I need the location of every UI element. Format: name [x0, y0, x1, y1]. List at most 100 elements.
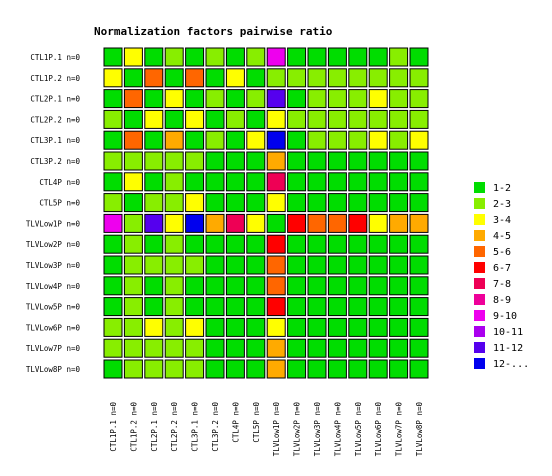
column-label: TLVLow5P n=0 — [354, 402, 363, 457]
heatmap-cell — [327, 130, 347, 150]
heatmap-cell — [123, 338, 143, 358]
heatmap-cell — [348, 276, 368, 296]
heatmap-cell — [327, 193, 347, 213]
heatmap-cell — [164, 255, 184, 275]
heatmap-cell — [348, 338, 368, 358]
row-label: CTL3P.2 n=0 — [30, 157, 80, 166]
heatmap-cell — [307, 276, 327, 296]
heatmap-cell — [103, 151, 123, 171]
heatmap-cell — [185, 317, 205, 337]
heatmap-cell — [123, 255, 143, 275]
heatmap-cell — [348, 317, 368, 337]
legend-label: 7-8 — [493, 279, 511, 290]
heatmap-cell — [266, 297, 286, 317]
heatmap-cell — [225, 130, 245, 150]
heatmap-cell — [164, 297, 184, 317]
heatmap-cell — [144, 109, 164, 129]
heatmap-cell — [287, 338, 307, 358]
legend-label: 2-3 — [493, 199, 511, 210]
row-label: TLVLow2P n=0 — [26, 240, 81, 249]
heatmap-cell — [287, 130, 307, 150]
legend-swatch — [474, 214, 485, 225]
legend-swatch — [474, 358, 485, 369]
heatmap-cell — [389, 276, 409, 296]
heatmap-cell — [246, 317, 266, 337]
legend-label: 5-6 — [493, 247, 511, 258]
heatmap-cell — [123, 68, 143, 88]
heatmap-cell — [409, 213, 429, 233]
heatmap-cell — [266, 213, 286, 233]
heatmap-cell — [389, 89, 409, 109]
heatmap-cell — [287, 276, 307, 296]
heatmap-cell — [368, 193, 388, 213]
column-label: TLVLow6P n=0 — [374, 402, 383, 457]
heatmap-cell — [164, 130, 184, 150]
heatmap-cell — [205, 47, 225, 67]
heatmap-cell — [307, 297, 327, 317]
heatmap-cell — [205, 338, 225, 358]
heatmap-cell — [287, 89, 307, 109]
heatmap-cell — [185, 359, 205, 379]
heatmap-cell — [307, 109, 327, 129]
heatmap-cell — [327, 89, 347, 109]
legend-label: 4-5 — [493, 231, 511, 242]
heatmap-cell — [409, 276, 429, 296]
heatmap-cell — [409, 172, 429, 192]
heatmap-cell — [225, 172, 245, 192]
heatmap-cell — [123, 234, 143, 254]
heatmap-cell — [266, 109, 286, 129]
heatmap-cell — [327, 234, 347, 254]
heatmap-cell — [164, 151, 184, 171]
heatmap-cell — [348, 151, 368, 171]
heatmap-cell — [389, 68, 409, 88]
heatmap-cell — [389, 151, 409, 171]
heatmap-cell — [409, 47, 429, 67]
heatmap-cell — [348, 47, 368, 67]
heatmap-cell — [368, 297, 388, 317]
row-label: CTL3P.1 n=0 — [30, 136, 80, 145]
heatmap-cell — [389, 109, 409, 129]
column-labels: CTL1P.1 n=0 CTL1P.2 n=0 CTL2P.1 n=0 CTL2P.2… — [109, 402, 424, 457]
heatmap-cell — [348, 255, 368, 275]
heatmap-cell — [409, 193, 429, 213]
heatmap-cell — [144, 359, 164, 379]
column-label: CTL3P.1 n=0 — [191, 402, 200, 452]
heatmap-cell — [225, 193, 245, 213]
column-label: TLVLow2P n=0 — [293, 402, 302, 457]
legend-swatch — [474, 198, 485, 209]
heatmap-cell — [185, 338, 205, 358]
heatmap-cell — [103, 317, 123, 337]
heatmap-cell — [225, 109, 245, 129]
heatmap-cell — [266, 89, 286, 109]
heatmap-cell — [185, 276, 205, 296]
heatmap-cell — [103, 193, 123, 213]
heatmap-cell — [103, 338, 123, 358]
heatmap-cell — [164, 234, 184, 254]
heatmap-cell — [205, 359, 225, 379]
column-label: CTL4P n=0 — [231, 402, 240, 443]
heatmap-cell — [103, 130, 123, 150]
legend-swatch — [474, 310, 485, 321]
heatmap-cell — [327, 213, 347, 233]
heatmap-cell — [205, 297, 225, 317]
legend-swatch — [474, 182, 485, 193]
heatmap-cell — [389, 255, 409, 275]
heatmap-cell — [123, 317, 143, 337]
heatmap-cell — [185, 213, 205, 233]
heatmap-cell — [409, 359, 429, 379]
heatmap-cell — [327, 47, 347, 67]
heatmap-cell — [185, 172, 205, 192]
heatmap-cell — [327, 255, 347, 275]
heatmap-cell — [389, 359, 409, 379]
legend-swatch — [474, 294, 485, 305]
legend-swatch — [474, 246, 485, 257]
heatmap-cell — [307, 151, 327, 171]
chart-title: Normalization factors pairwise ratio — [94, 25, 333, 38]
heatmap-cell — [185, 151, 205, 171]
heatmap-cell — [409, 130, 429, 150]
heatmap-cell — [409, 89, 429, 109]
heatmap-cell — [164, 317, 184, 337]
heatmap-cell — [389, 193, 409, 213]
heatmap-cell — [103, 172, 123, 192]
